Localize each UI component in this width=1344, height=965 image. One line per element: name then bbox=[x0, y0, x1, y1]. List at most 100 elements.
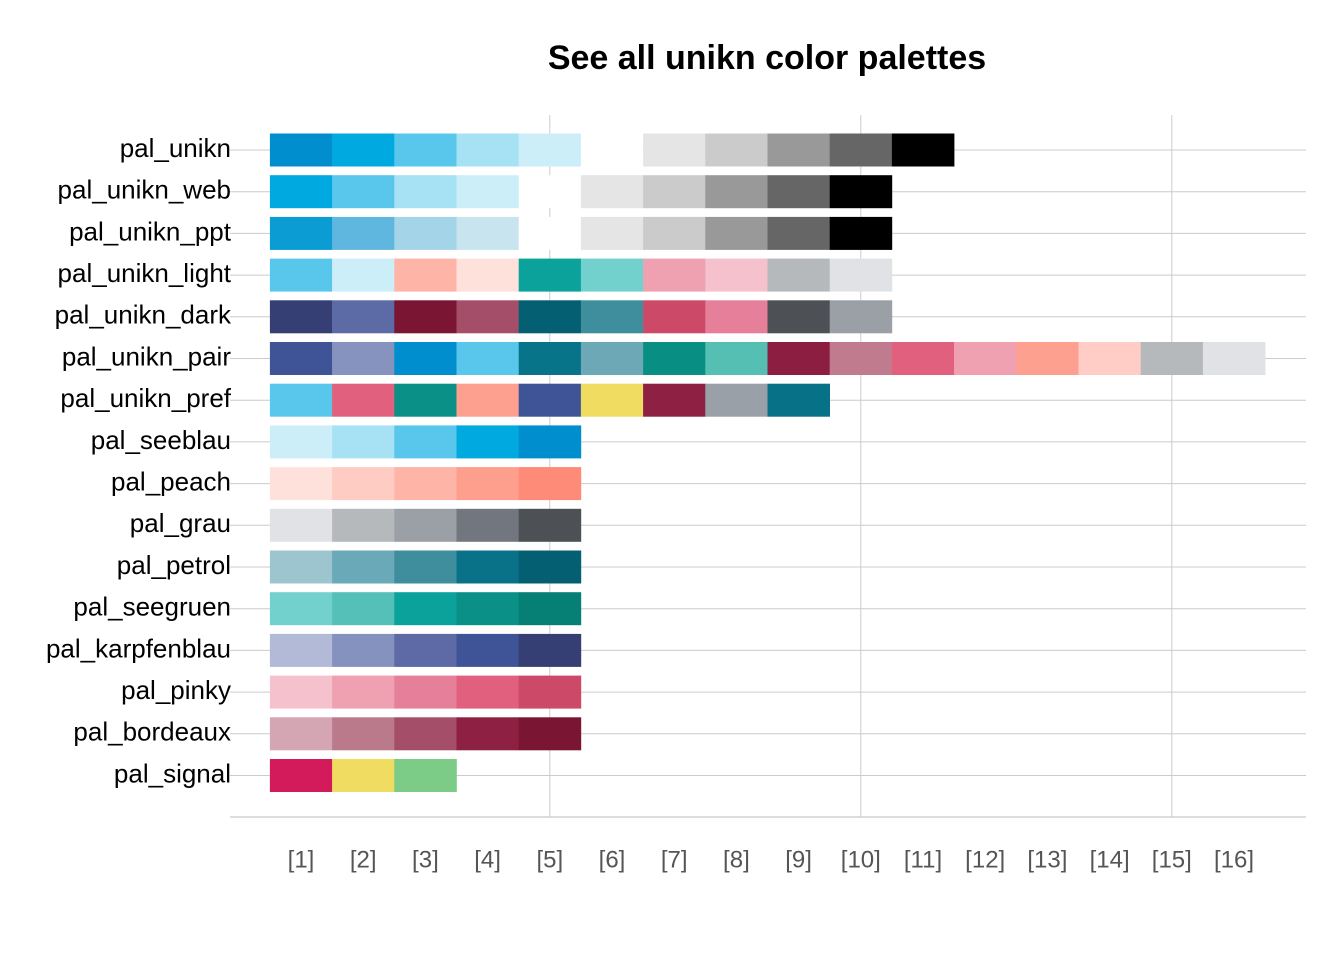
y-tick-label: pal_grau bbox=[130, 508, 231, 538]
color-tile bbox=[767, 383, 830, 417]
color-tile bbox=[269, 300, 333, 334]
color-tile bbox=[456, 717, 519, 751]
color-tile bbox=[456, 383, 519, 417]
color-tile bbox=[332, 175, 395, 209]
color-tile bbox=[518, 675, 582, 709]
y-tick-label: pal_unikn_pref bbox=[60, 383, 231, 413]
x-tick-label: [2] bbox=[350, 846, 377, 873]
color-tile bbox=[269, 550, 333, 584]
color-tile bbox=[829, 133, 893, 167]
color-tile bbox=[456, 508, 519, 542]
color-tile bbox=[829, 300, 893, 334]
color-tile bbox=[954, 342, 1017, 375]
color-tile bbox=[269, 425, 333, 459]
x-tick-label: [1] bbox=[288, 846, 315, 873]
color-tile bbox=[643, 258, 706, 292]
color-tile bbox=[705, 383, 768, 417]
color-tile bbox=[269, 258, 333, 292]
color-tile bbox=[643, 216, 706, 250]
color-tile bbox=[1202, 342, 1266, 375]
color-tile bbox=[269, 342, 333, 375]
color-tile bbox=[518, 717, 582, 751]
color-tile bbox=[332, 258, 395, 292]
x-tick-label: [7] bbox=[661, 846, 688, 873]
x-tick-label: [13] bbox=[1027, 846, 1067, 873]
x-tick-label: [5] bbox=[536, 846, 563, 873]
color-tile bbox=[332, 425, 395, 459]
color-tile bbox=[767, 216, 830, 250]
color-tile bbox=[518, 216, 582, 250]
y-tick-label: pal_pinky bbox=[121, 675, 231, 705]
color-tile bbox=[767, 133, 830, 167]
color-tile bbox=[1078, 342, 1141, 375]
color-tile bbox=[705, 258, 768, 292]
color-tile bbox=[518, 467, 582, 501]
color-tile bbox=[767, 300, 830, 334]
color-tile bbox=[332, 592, 395, 626]
color-tile bbox=[829, 258, 893, 292]
color-tile bbox=[394, 175, 457, 209]
color-tile bbox=[456, 175, 519, 209]
x-tick-label: [3] bbox=[412, 846, 439, 873]
color-tile bbox=[269, 175, 333, 209]
color-tile bbox=[518, 175, 582, 209]
color-tile bbox=[394, 675, 457, 709]
color-tile bbox=[269, 216, 333, 250]
color-tile bbox=[518, 258, 582, 292]
color-tile bbox=[394, 425, 457, 459]
color-tile bbox=[643, 383, 706, 417]
color-tile bbox=[332, 133, 395, 167]
color-tile bbox=[332, 467, 395, 501]
color-tile bbox=[643, 342, 706, 375]
color-tile bbox=[767, 258, 830, 292]
y-tick-label: pal_signal bbox=[114, 758, 231, 788]
color-tile bbox=[269, 759, 333, 792]
x-tick-label: [8] bbox=[723, 846, 750, 873]
color-tile bbox=[332, 300, 395, 334]
color-tile bbox=[332, 759, 395, 792]
color-tile bbox=[269, 717, 333, 751]
color-tile bbox=[269, 383, 333, 417]
color-tile bbox=[394, 467, 457, 501]
y-tick-label: pal_unikn_light bbox=[58, 258, 232, 288]
x-tick-label: [11] bbox=[904, 846, 942, 873]
x-tick-label: [15] bbox=[1152, 846, 1192, 873]
color-tile bbox=[269, 633, 333, 667]
color-tile bbox=[518, 633, 582, 667]
y-tick-label: pal_seeblau bbox=[91, 425, 231, 455]
color-tile bbox=[705, 175, 768, 209]
color-tile bbox=[518, 133, 582, 167]
x-tick-label: [9] bbox=[785, 846, 812, 873]
color-tile bbox=[518, 300, 582, 334]
color-tile bbox=[767, 175, 830, 209]
color-tile bbox=[705, 300, 768, 334]
color-tile bbox=[332, 675, 395, 709]
color-tile bbox=[518, 508, 582, 542]
color-tile bbox=[580, 216, 644, 250]
y-tick-label: pal_unikn_ppt bbox=[69, 216, 232, 246]
color-tile bbox=[518, 342, 582, 375]
color-tile bbox=[394, 300, 457, 334]
color-tile bbox=[332, 550, 395, 584]
color-tile bbox=[891, 133, 955, 167]
y-tick-label: pal_karpfenblau bbox=[46, 633, 231, 663]
color-tile bbox=[829, 216, 893, 250]
color-tile bbox=[394, 383, 457, 417]
color-tile bbox=[643, 133, 706, 167]
color-tile bbox=[456, 675, 519, 709]
y-tick-label: pal_unikn bbox=[120, 133, 231, 163]
y-tick-label: pal_peach bbox=[111, 466, 231, 496]
color-tile bbox=[456, 425, 519, 459]
color-tile bbox=[705, 216, 768, 250]
color-tile bbox=[394, 258, 457, 292]
color-tile bbox=[456, 300, 519, 334]
color-tile bbox=[394, 592, 457, 626]
color-tile bbox=[269, 675, 333, 709]
y-tick-label: pal_bordeaux bbox=[73, 717, 231, 747]
color-tile bbox=[269, 592, 333, 626]
color-tile bbox=[394, 550, 457, 584]
color-tile bbox=[332, 508, 395, 542]
x-tick-label: [6] bbox=[599, 846, 626, 873]
color-tile bbox=[1016, 342, 1079, 375]
color-tile bbox=[332, 633, 395, 667]
